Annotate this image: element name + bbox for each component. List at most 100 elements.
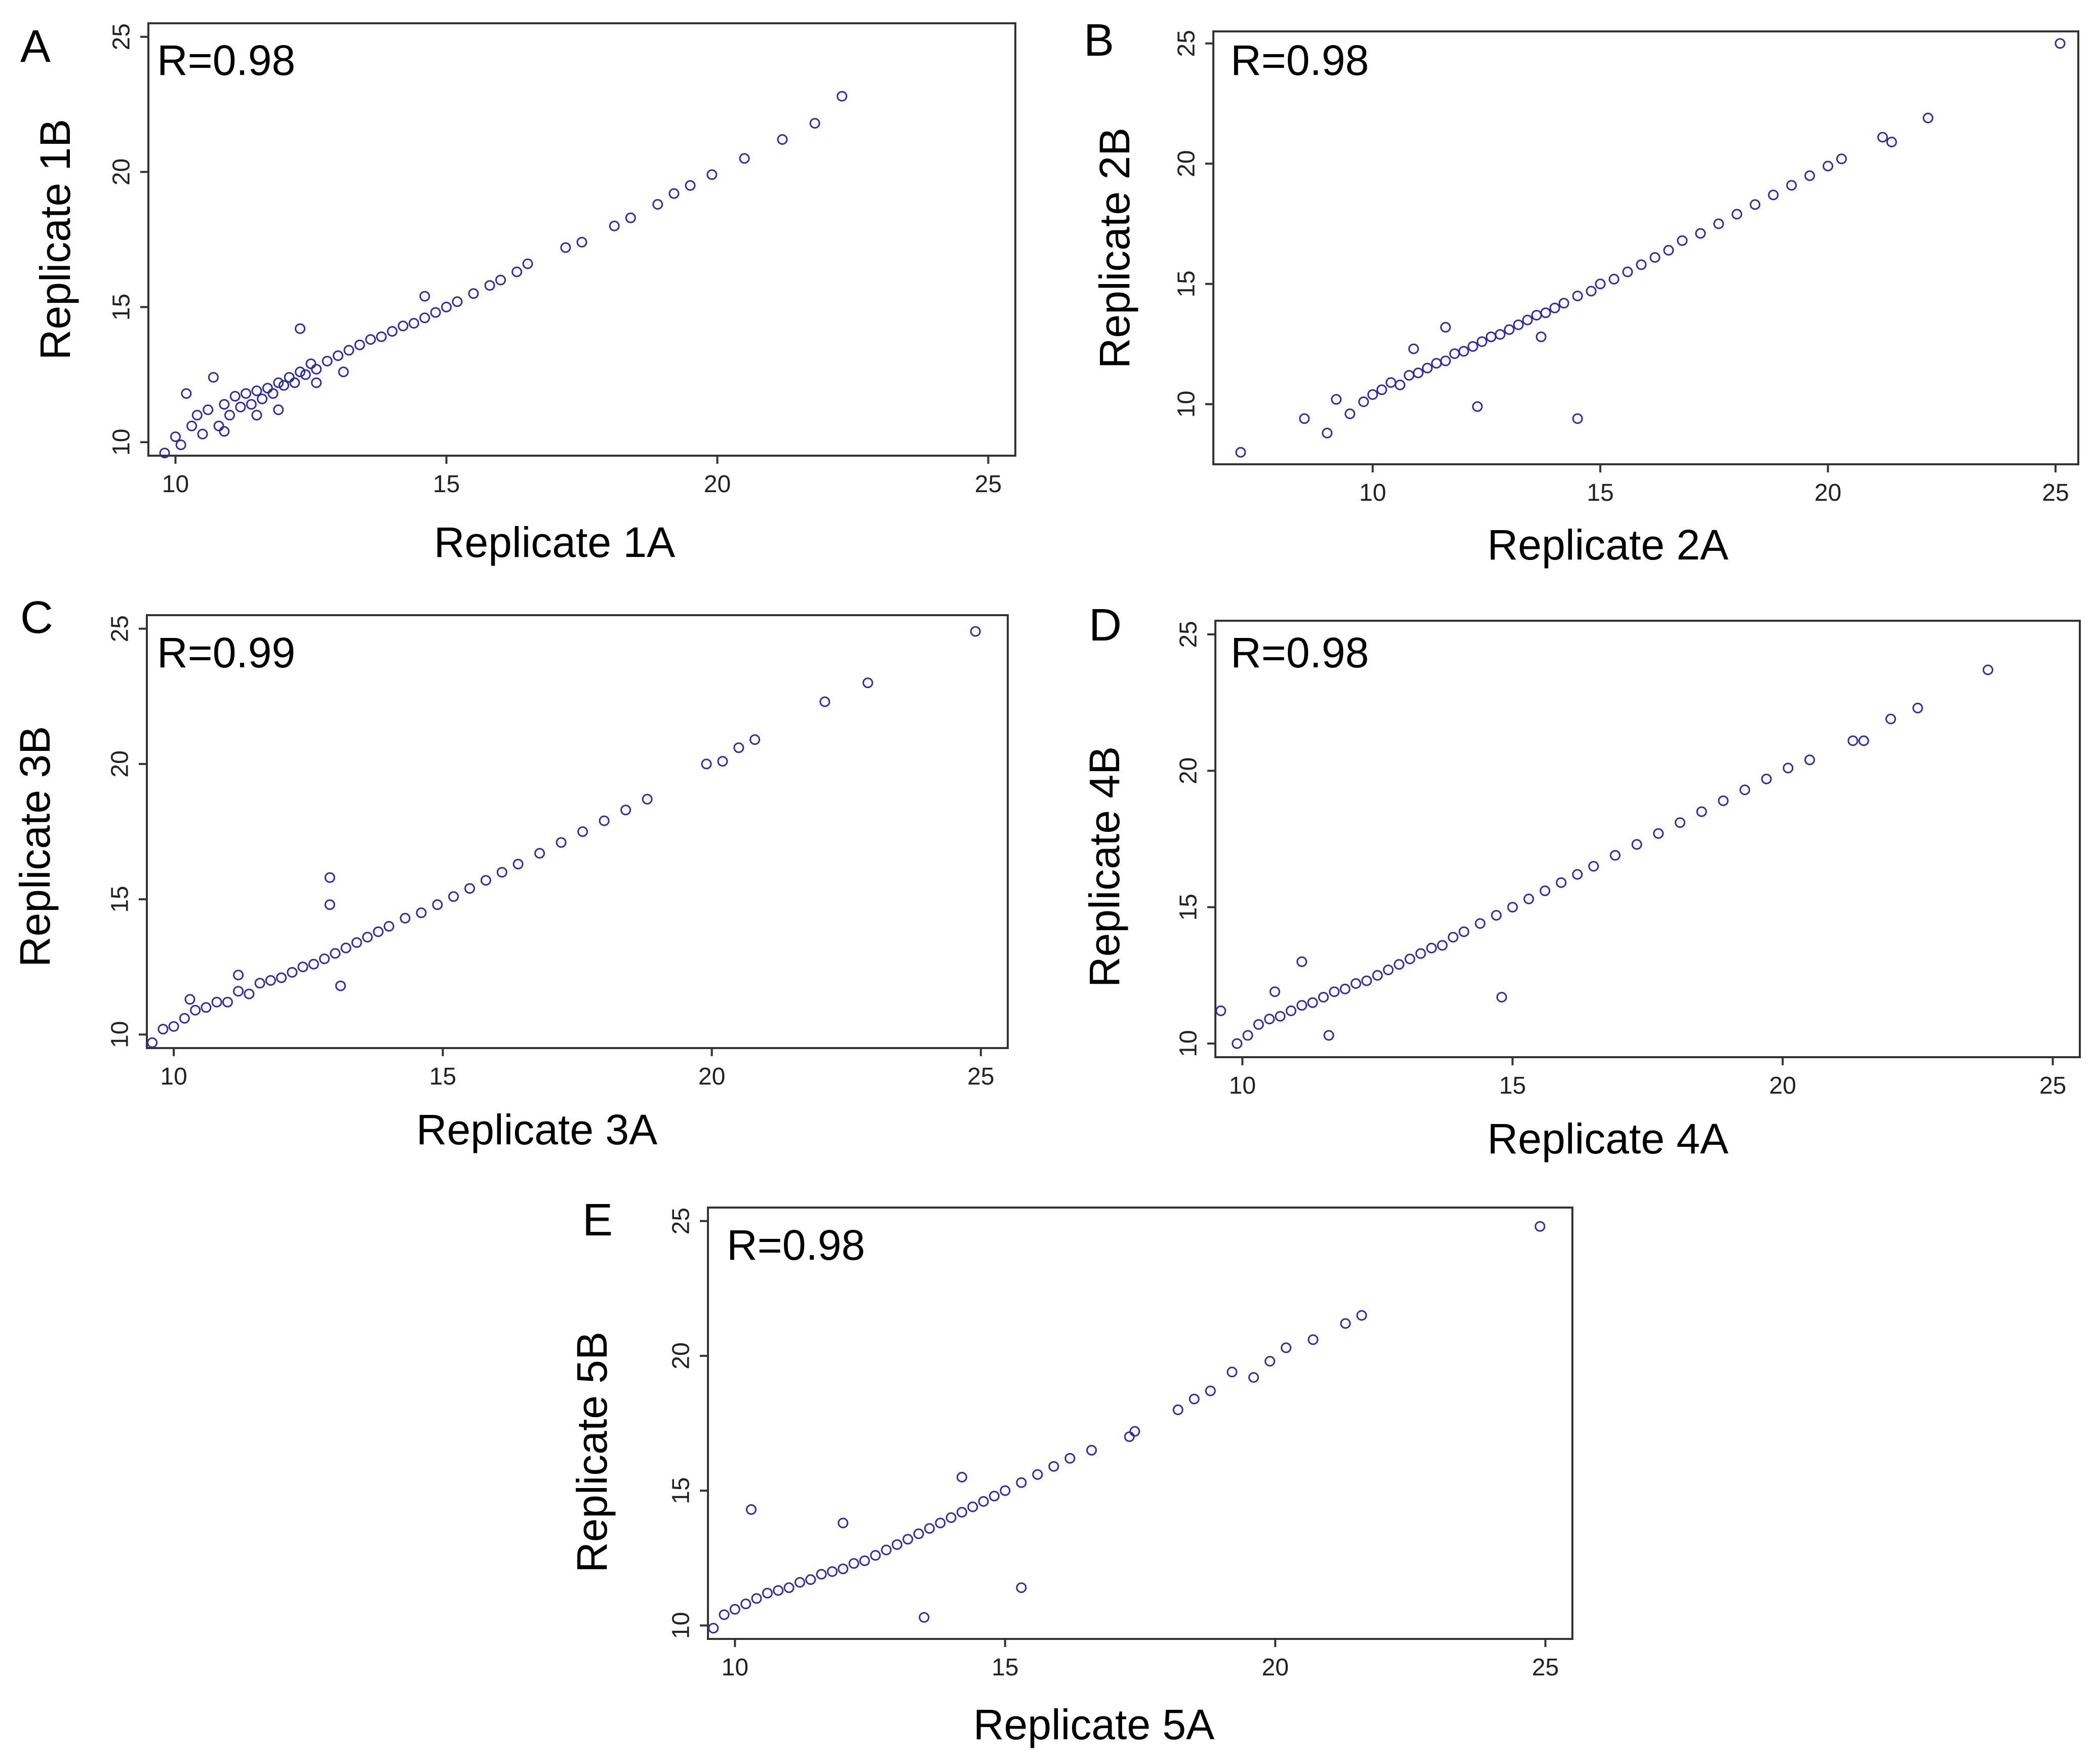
x-tick-label-e-0: 10	[722, 1654, 748, 1681]
data-point-c-25	[432, 899, 443, 910]
x-tick-label-a-0: 10	[162, 471, 189, 498]
data-point-e-10	[816, 1569, 827, 1580]
data-point-d-41	[1847, 735, 1859, 746]
data-point-c-34	[599, 815, 610, 826]
data-point-e-43	[1340, 1318, 1351, 1329]
y-tick-label-e-2: 20	[668, 1342, 695, 1369]
data-point-a-64	[419, 291, 430, 302]
data-point-e-0	[708, 1623, 719, 1634]
data-point-e-35	[1172, 1404, 1183, 1415]
x-tick-label-b-0: 10	[1359, 479, 1386, 506]
data-point-a-18	[273, 377, 284, 388]
data-point-b-15	[1449, 348, 1460, 359]
data-point-c-20	[362, 932, 373, 943]
data-point-d-37	[1740, 784, 1750, 795]
panel-a: A R=0.98 Replicate 1A Replicate 1B 10 15 2…	[20, 21, 1016, 566]
data-point-c-28	[480, 875, 491, 886]
data-point-b-38	[1713, 218, 1724, 229]
data-point-d-19	[1426, 943, 1437, 953]
correlation-label-e: R=0.98	[727, 1221, 865, 1269]
data-point-d-6	[1285, 1005, 1296, 1016]
data-point-c-10	[254, 978, 265, 989]
data-point-a-49	[668, 188, 680, 199]
data-point-b-53	[1440, 322, 1451, 333]
data-point-a-36	[430, 307, 441, 318]
data-point-d-7	[1296, 1000, 1308, 1011]
correlation-label-c: R=0.99	[157, 629, 295, 676]
data-point-e-17	[891, 1539, 902, 1550]
y-tick-label-d-2: 20	[1175, 757, 1202, 784]
data-point-b-18	[1476, 336, 1487, 347]
data-point-e-34	[1129, 1426, 1140, 1437]
data-point-c-44	[324, 872, 335, 883]
data-point-a-39	[468, 288, 479, 299]
data-point-a-42	[511, 266, 523, 277]
x-axis-label-e: Replicate 5A	[973, 1701, 1214, 1748]
data-point-e-46	[745, 1504, 757, 1515]
scatter-points-e	[708, 1221, 1546, 1634]
data-point-a-9	[224, 410, 235, 421]
data-point-d-16	[1394, 959, 1405, 970]
x-axis-label-d: Replicate 4A	[1487, 1115, 1728, 1162]
data-point-c-9	[244, 988, 255, 999]
data-point-a-33	[398, 320, 409, 332]
panel-letter-c: C	[20, 592, 53, 643]
data-point-b-36	[1677, 235, 1688, 246]
data-point-e-45	[1534, 1221, 1546, 1232]
data-point-a-53	[777, 134, 788, 145]
data-point-e-32	[1086, 1445, 1097, 1456]
data-point-e-19	[913, 1528, 924, 1539]
data-point-e-15	[870, 1550, 881, 1561]
x-tick-label-d-3: 25	[2039, 1072, 2066, 1099]
y-tick-label-e-0: 10	[668, 1612, 695, 1639]
data-point-a-6	[203, 404, 214, 415]
data-point-a-45	[576, 236, 587, 248]
scatter-points-d	[1215, 664, 1994, 1049]
y-tick-label-b-0: 10	[1173, 391, 1200, 418]
y-tick-label-c-1: 15	[107, 886, 134, 912]
data-point-e-20	[924, 1523, 935, 1534]
data-point-d-4	[1264, 1014, 1275, 1025]
data-point-b-54	[1535, 331, 1547, 342]
data-point-a-28	[343, 345, 354, 356]
x-tick-label-e-1: 15	[992, 1654, 1018, 1681]
plot-frame-b	[1212, 30, 2079, 465]
data-point-b-37	[1695, 228, 1706, 239]
data-point-c-13	[287, 967, 298, 978]
x-tick-label-c-0: 10	[160, 1063, 187, 1090]
y-tick-label-d-3: 25	[1175, 621, 1202, 648]
data-point-a-57	[208, 372, 219, 383]
data-point-d-9	[1318, 992, 1329, 1003]
plot-frame-e	[707, 1207, 1573, 1640]
data-point-a-16	[262, 383, 273, 394]
data-point-d-2	[1242, 1030, 1253, 1041]
data-point-a-34	[408, 318, 419, 329]
axis-ticks-d: 10 15 20 25 10 15 20 25	[1175, 621, 2067, 1099]
y-tick-label-e-3: 25	[668, 1208, 695, 1234]
data-point-d-11	[1339, 983, 1351, 994]
data-point-c-1	[157, 1024, 169, 1035]
data-point-d-3	[1253, 1019, 1264, 1030]
data-point-a-59	[295, 323, 306, 334]
data-point-b-31	[1608, 273, 1619, 285]
data-point-c-30	[512, 859, 524, 870]
data-point-c-7	[222, 996, 233, 1008]
data-point-c-18	[340, 942, 351, 953]
data-point-c-31	[534, 848, 545, 859]
correlation-label-a: R=0.98	[157, 36, 295, 84]
data-point-d-28	[1556, 877, 1567, 888]
scatter-points-a	[159, 91, 848, 459]
data-point-d-21	[1447, 932, 1458, 943]
data-point-e-9	[805, 1574, 816, 1585]
data-point-a-12	[241, 388, 252, 399]
data-point-e-37	[1205, 1385, 1216, 1396]
data-point-a-55	[837, 91, 848, 102]
plot-frame-d	[1214, 620, 2081, 1058]
data-point-b-46	[1877, 132, 1888, 143]
correlation-label-b: R=0.98	[1231, 36, 1369, 84]
y-axis-label-c: Replicate 3B	[11, 726, 59, 967]
x-axis-label-c: Replicate 3A	[416, 1106, 657, 1153]
data-point-d-29	[1572, 869, 1583, 880]
data-point-d-26	[1523, 894, 1534, 904]
data-point-e-29	[1032, 1469, 1043, 1480]
